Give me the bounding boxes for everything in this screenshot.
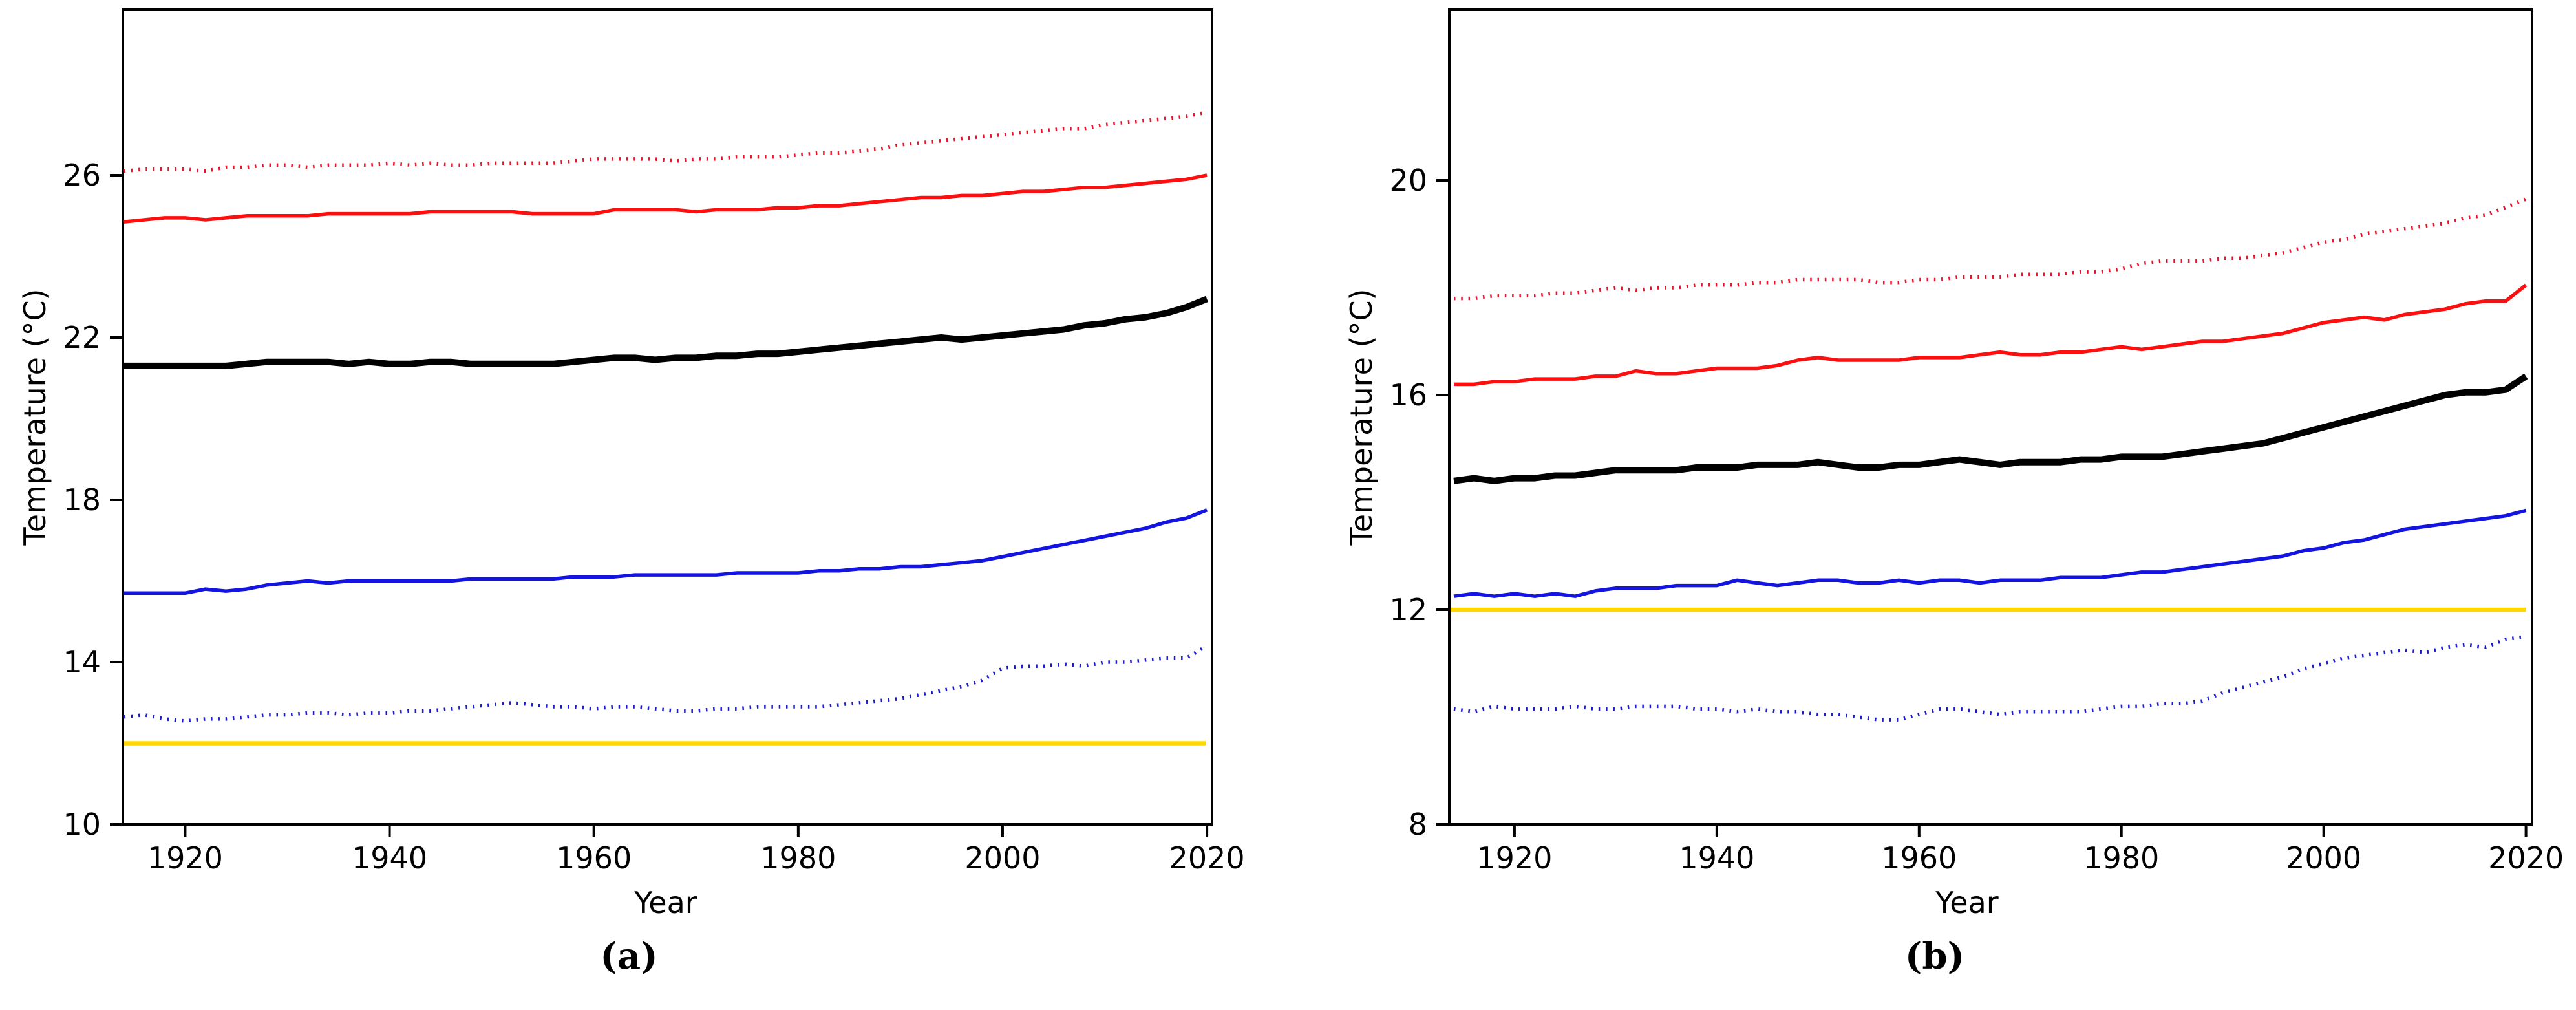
y-tick-label-a: 22: [63, 320, 101, 355]
x-tick-label-b: 1940: [1679, 841, 1754, 876]
y-axis-label-a: Temperature (°C): [17, 288, 52, 546]
series-mean-solid-black-b: [1453, 373, 2528, 484]
series-lower-solid-blue-a: [123, 508, 1208, 596]
y-tick-label-b: 20: [1389, 163, 1427, 198]
series-mean-solid-black-a: [123, 295, 1208, 369]
x-tick-label-b: 2020: [2488, 841, 2564, 876]
y-tick-label-a: 18: [63, 482, 101, 517]
x-tick-label-b: 1980: [2083, 841, 2159, 876]
series-lower-solid-blue-b: [1453, 508, 2527, 598]
x-tick-label-b: 1920: [1476, 841, 1552, 876]
plot-box-b: [1448, 8, 2533, 826]
x-tick-label-a: 1960: [556, 841, 632, 876]
series-upper-dotted-red-b: [1454, 197, 2527, 301]
x-tick-label-a: 1920: [147, 841, 223, 876]
subfigure-caption-a: (a): [600, 935, 658, 978]
y-tick-label-b: 12: [1389, 592, 1427, 627]
x-tick-label-b: 2000: [2286, 841, 2361, 876]
x-tick-label-a: 2000: [964, 841, 1040, 876]
subfigure-caption-b: (b): [1904, 935, 1965, 978]
x-axis-label-b: Year: [1935, 885, 1998, 920]
x-tick-label-a: 1940: [352, 841, 427, 876]
x-tick-label-b: 1960: [1881, 841, 1957, 876]
series-upper-dotted-red-a: [123, 111, 1208, 173]
x-tick-label-a: 2020: [1169, 841, 1245, 876]
y-tick-label-b: 16: [1389, 378, 1427, 413]
series-lower-dotted-blue-a: [123, 644, 1208, 723]
series-upper-solid-red-a: [123, 173, 1208, 224]
y-tick-label-b: 8: [1409, 807, 1427, 842]
y-tick-label-a: 10: [63, 807, 101, 842]
plot-box-a: [122, 8, 1213, 826]
y-tick-label-a: 26: [63, 158, 101, 193]
y-tick-label-a: 14: [63, 645, 101, 680]
series-upper-solid-red-b: [1454, 283, 2528, 387]
series-lower-dotted-blue-b: [1453, 634, 2526, 722]
y-axis-label-b: Temperature (°C): [1344, 288, 1379, 546]
x-axis-label-a: Year: [633, 885, 697, 920]
x-tick-label-a: 1980: [760, 841, 836, 876]
